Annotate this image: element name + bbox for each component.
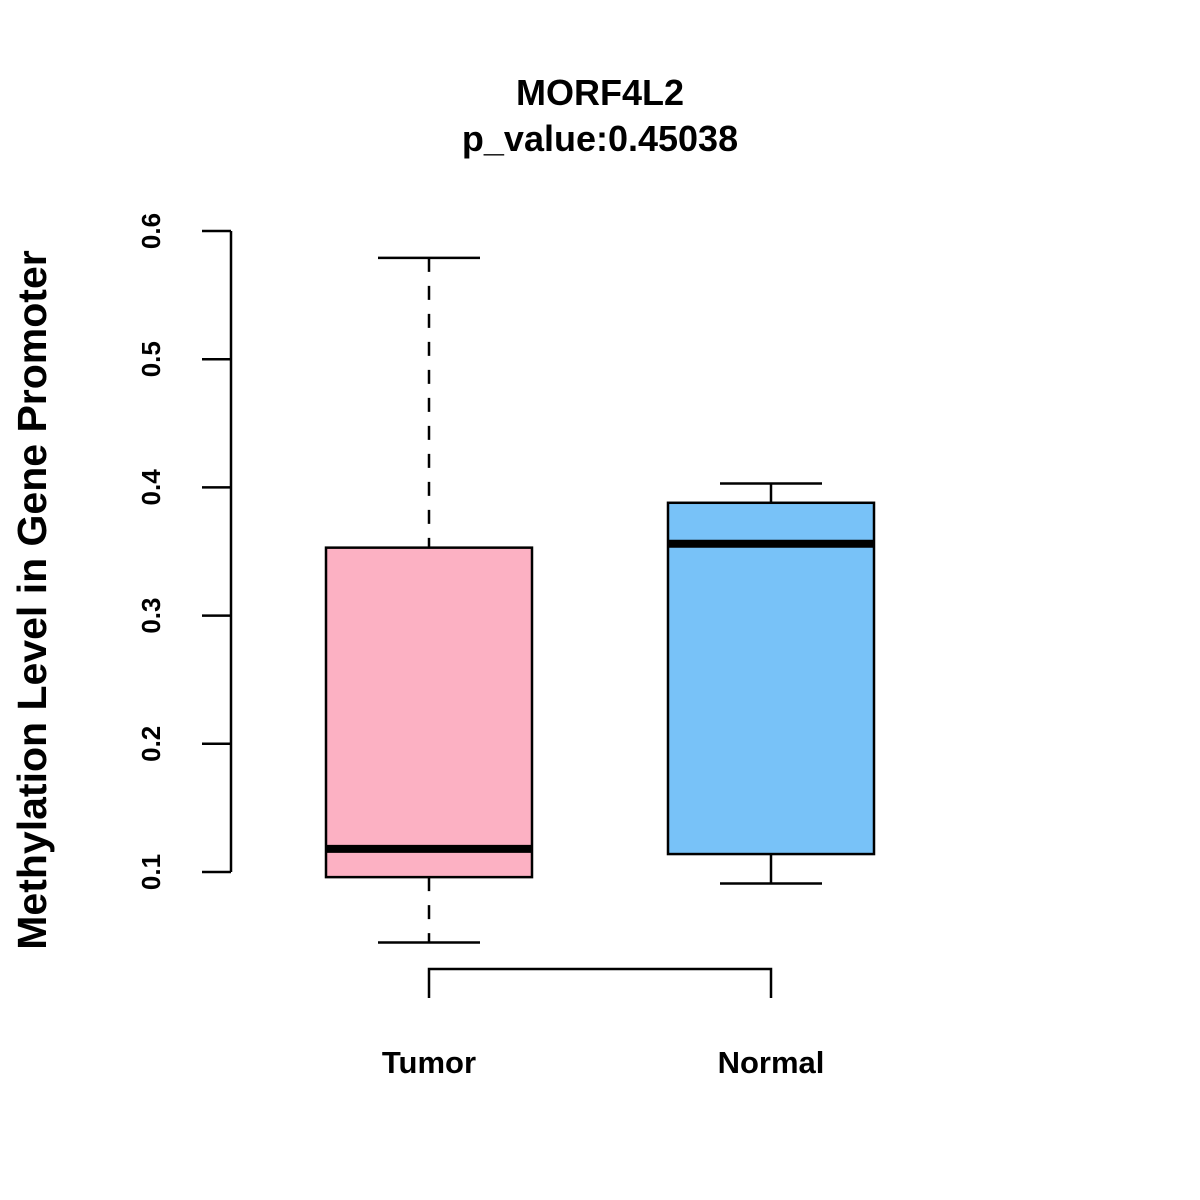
y-tick-label: 0.5 bbox=[136, 341, 166, 377]
box-normal bbox=[666, 482, 876, 885]
y-axis-title: Methylation Level in Gene Promoter bbox=[9, 250, 55, 949]
box-series bbox=[324, 256, 876, 944]
interquartile-box bbox=[666, 501, 876, 856]
y-axis: 0.1 0.2 0.3 0.4 0.5 0.6 bbox=[136, 213, 233, 890]
box-tumor bbox=[324, 256, 534, 944]
chart-subtitle: p_value:0.45038 bbox=[462, 118, 738, 159]
category-label-tumor: Tumor bbox=[382, 1045, 476, 1080]
interquartile-box bbox=[324, 546, 534, 879]
chart-title: MORF4L2 bbox=[516, 72, 684, 113]
y-tick-label: 0.4 bbox=[136, 469, 166, 506]
y-tick-label: 0.2 bbox=[136, 726, 166, 762]
bracket-line bbox=[427, 967, 773, 998]
category-label-normal: Normal bbox=[718, 1045, 825, 1080]
y-tick-label: 0.3 bbox=[136, 598, 166, 634]
category-labels: Tumor Normal bbox=[382, 1045, 824, 1080]
y-tick-label: 0.6 bbox=[136, 213, 166, 249]
y-tick-label: 0.1 bbox=[136, 854, 166, 890]
comparison-bracket bbox=[427, 967, 773, 998]
